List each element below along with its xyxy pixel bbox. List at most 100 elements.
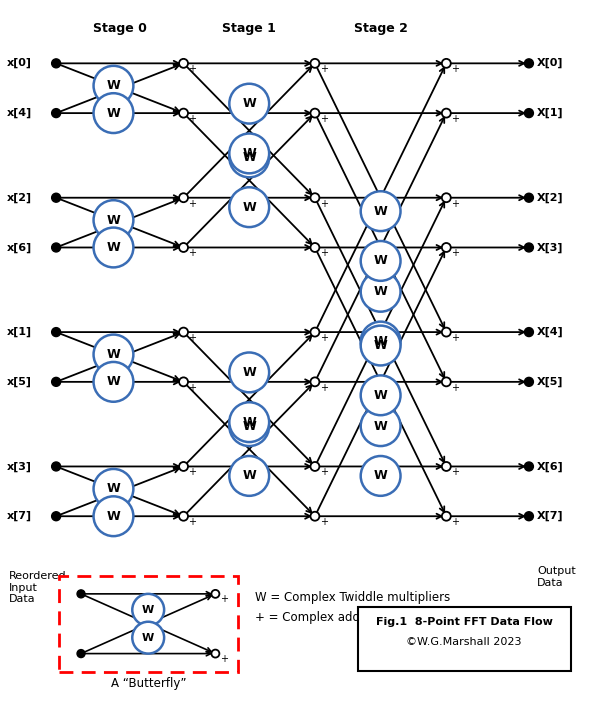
Text: +: + [189,517,196,527]
Text: +: + [189,468,196,477]
Circle shape [310,59,319,68]
Text: W: W [374,389,387,402]
Circle shape [94,496,133,536]
Text: W: W [242,97,256,110]
Text: +: + [220,594,229,604]
Text: W: W [107,241,121,254]
Circle shape [94,66,133,105]
Text: W: W [374,339,387,352]
Circle shape [94,200,133,240]
Text: W: W [142,633,155,642]
Text: x[7]: x[7] [7,511,32,522]
Text: Fig.1  8-Point FFT Data Flow: Fig.1 8-Point FFT Data Flow [376,617,553,627]
Text: X[1]: X[1] [537,108,564,118]
Circle shape [524,512,533,521]
Circle shape [361,322,401,362]
Circle shape [229,84,269,124]
Text: +: + [189,114,196,124]
Text: W: W [374,470,387,482]
Circle shape [524,462,533,471]
Text: Stage 0: Stage 0 [93,22,147,35]
Circle shape [524,109,533,118]
Circle shape [211,590,219,598]
Text: x[4]: x[4] [7,108,32,118]
Text: X[7]: X[7] [537,511,564,522]
Circle shape [211,649,219,658]
Text: ©W.G.Marshall 2023: ©W.G.Marshall 2023 [407,637,522,647]
Circle shape [52,512,61,521]
Circle shape [94,469,133,509]
FancyBboxPatch shape [59,576,238,673]
Text: +: + [451,468,459,477]
Circle shape [94,93,133,133]
Circle shape [310,193,319,202]
Text: Reordered
Input
Data: Reordered Input Data [10,571,67,604]
Circle shape [179,193,188,202]
Text: X[5]: X[5] [537,377,564,387]
Circle shape [94,362,133,402]
Text: +: + [320,249,328,258]
Text: W: W [142,605,155,615]
Text: Stage 2: Stage 2 [353,22,408,35]
Circle shape [52,243,61,252]
Circle shape [310,462,319,471]
Text: W: W [242,151,256,164]
Circle shape [310,378,319,386]
Text: W: W [107,79,121,92]
Text: x[3]: x[3] [7,461,32,472]
Text: x[0]: x[0] [7,58,32,69]
Circle shape [229,352,269,392]
Circle shape [229,133,269,173]
Circle shape [310,243,319,252]
Text: +: + [451,114,459,124]
Circle shape [179,462,188,471]
Text: x[1]: x[1] [7,327,32,337]
Text: +: + [189,383,196,393]
Text: W: W [242,366,256,379]
Text: +: + [451,199,459,208]
Text: W: W [242,416,256,429]
Circle shape [361,191,401,231]
Circle shape [229,406,269,446]
Text: W: W [242,420,256,432]
Text: W: W [242,201,256,213]
Text: W: W [374,254,387,267]
Circle shape [310,109,319,118]
Text: W: W [242,147,256,160]
Circle shape [52,328,61,336]
Text: W: W [107,510,121,523]
Circle shape [94,335,133,374]
Text: +: + [320,199,328,208]
Text: +: + [320,468,328,477]
Text: +: + [451,249,459,258]
Circle shape [524,243,533,252]
Circle shape [361,326,401,366]
Text: X[6]: X[6] [537,461,564,472]
Circle shape [361,376,401,415]
Text: +: + [320,383,328,393]
Text: X[2]: X[2] [537,192,564,203]
Circle shape [442,243,451,252]
Text: +: + [451,383,459,393]
Text: A “Butterfly”: A “Butterfly” [111,677,186,691]
Text: W: W [107,376,121,388]
Text: W: W [107,213,121,227]
Circle shape [524,59,533,68]
Text: +: + [320,114,328,124]
Circle shape [361,456,401,496]
Circle shape [524,328,533,336]
FancyBboxPatch shape [358,607,571,670]
Text: +: + [451,333,459,343]
Circle shape [77,590,85,598]
Circle shape [442,109,451,118]
Text: x[2]: x[2] [7,192,32,203]
Text: + = Complex additions: + = Complex additions [255,611,392,624]
Circle shape [52,462,61,471]
Text: +: + [220,654,229,663]
Circle shape [442,512,451,521]
Text: W: W [107,348,121,361]
Circle shape [179,328,188,336]
Circle shape [229,402,269,442]
Text: W: W [374,205,387,218]
Text: W: W [242,470,256,482]
